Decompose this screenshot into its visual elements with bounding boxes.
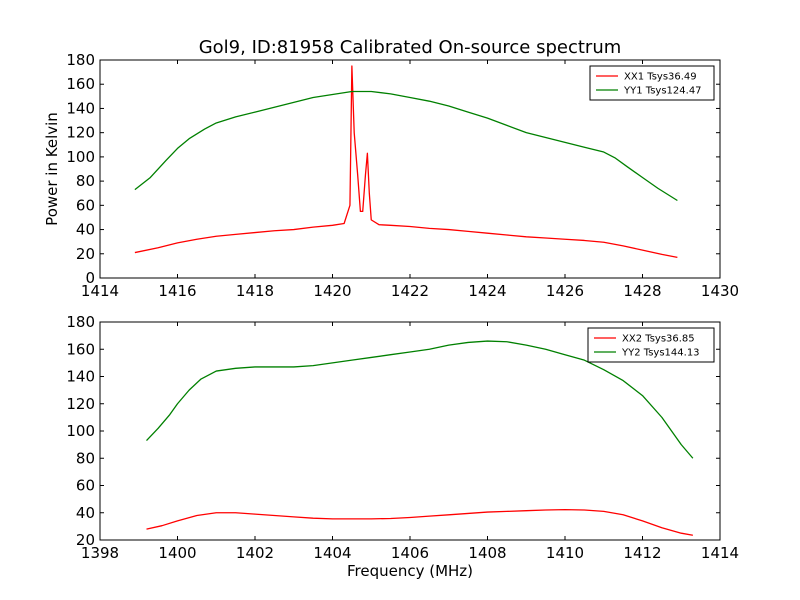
y-tick-label: 140 [66, 99, 95, 117]
x-tick-label: 1414 [701, 544, 739, 562]
y-tick-label: 180 [66, 51, 95, 69]
series-line-2-2 [146, 340, 694, 459]
x-tick-label: 1420 [313, 282, 351, 300]
y-tick-label: 80 [76, 172, 95, 190]
y-axis-label: Power in Kelvin [43, 112, 61, 226]
chart-title: Gol9, ID:81958 Calibrated On-source spec… [199, 37, 622, 58]
x-tick-label: 1400 [158, 544, 196, 562]
panel-2: 1398 1400 1402 1404 1406 1408 1410 1412 1414 20 40… [66, 313, 739, 580]
x-tick-label: 1416 [158, 282, 196, 300]
x-tick-label: 1422 [391, 282, 429, 300]
y-tick-label: 100 [66, 422, 95, 440]
x-tick-label: 1426 [546, 282, 584, 300]
x-tick-label: 1428 [623, 282, 661, 300]
legend-entry: YY2 Tsys144.13 [621, 348, 700, 359]
y-tick-label: 60 [76, 196, 95, 214]
x-tick-label: 1410 [546, 544, 584, 562]
legend-entry: YY1 Tsys124.47 [623, 86, 702, 97]
x-tick-label: 1414 [81, 282, 119, 300]
x-tick-label: 1408 [468, 544, 506, 562]
y-tick-label: 40 [76, 504, 95, 522]
y-tick-label: 0 [85, 269, 95, 287]
x-axis-label: Frequency (MHz) [347, 562, 473, 580]
y-tick-label: 20 [76, 245, 95, 263]
legend-entry: XX2 Tsys36.85 [622, 334, 695, 345]
y-tick-label: 40 [76, 221, 95, 239]
y-tick-label: 60 [76, 477, 95, 495]
x-tick-label: 1398 [81, 544, 119, 562]
x-tick-label: 1412 [623, 544, 661, 562]
legend-entry: XX1 Tsys36.49 [624, 72, 697, 83]
series-line-1-1 [134, 65, 678, 259]
y-tick-label: 140 [66, 368, 95, 386]
x-tick-label: 1406 [391, 544, 429, 562]
y-tick-label: 180 [66, 313, 95, 331]
y-tick-label: 80 [76, 449, 95, 467]
x-tick-label: 1430 [701, 282, 739, 300]
x-tick-label: 1404 [313, 544, 351, 562]
panel-1: 1414 1416 1418 1420 1422 1424 1426 1428 1430 0 20 4… [43, 51, 739, 300]
y-tick-label: 20 [76, 531, 95, 549]
series-line-1-2 [134, 90, 678, 202]
y-tick-label: 160 [66, 75, 95, 93]
y-tick-label: 120 [66, 395, 95, 413]
x-tick-label: 1418 [236, 282, 274, 300]
y-tick-label: 120 [66, 124, 95, 142]
x-tick-label: 1424 [468, 282, 506, 300]
plot-panels: 1414 1416 1418 1420 1422 1424 1426 1428 1430 0 20 4… [43, 51, 739, 580]
series-line-2-1 [146, 508, 693, 536]
legend-box [589, 65, 715, 101]
y-tick-label: 160 [66, 340, 95, 358]
x-tick-label: 1402 [236, 544, 274, 562]
legend-box [587, 327, 715, 363]
y-tick-label: 100 [66, 148, 95, 166]
